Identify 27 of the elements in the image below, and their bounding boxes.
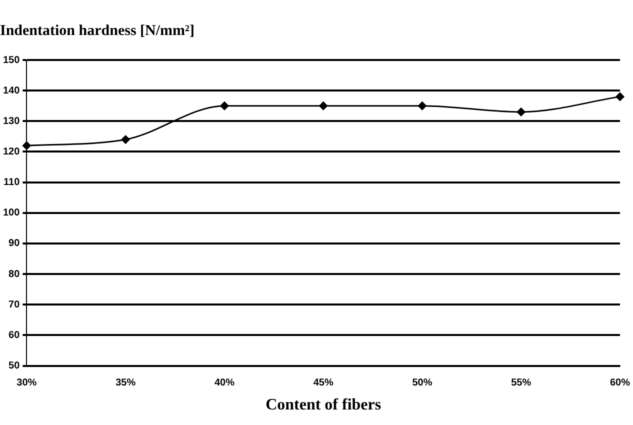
y-tick-label: 70 xyxy=(8,299,20,310)
y-tick-label: 90 xyxy=(8,238,20,250)
x-tick-label: 30% xyxy=(16,378,37,389)
x-tick-label: 40% xyxy=(214,378,235,389)
x-tick-label: 55% xyxy=(511,378,532,389)
x-tick-label: 45% xyxy=(313,378,334,389)
y-tick-label: 130 xyxy=(2,116,20,127)
point xyxy=(220,102,229,110)
x-tick-label: 50% xyxy=(412,378,432,389)
y-tick-label: 110 xyxy=(4,177,20,188)
x-tick-label: 35% xyxy=(116,378,136,389)
x-tick-label: 60% xyxy=(610,378,630,389)
point xyxy=(121,135,130,144)
y-tick-label: 140 xyxy=(2,85,20,96)
point xyxy=(22,141,31,150)
y-tick-label: 150 xyxy=(2,54,20,66)
point xyxy=(516,108,526,116)
point xyxy=(319,102,328,110)
y-tick-label: 80 xyxy=(8,268,20,280)
y-axis-title: Indentation hardness [N/mm²] xyxy=(0,22,195,39)
y-tick-label: 60 xyxy=(8,330,20,341)
y-tick-label: 120 xyxy=(2,146,20,158)
point xyxy=(616,92,624,101)
y-tick-label: 50 xyxy=(8,360,20,372)
point xyxy=(418,102,426,110)
y-tick-label: 100 xyxy=(2,208,20,219)
x-axis-title: Content of fibers xyxy=(266,396,382,414)
